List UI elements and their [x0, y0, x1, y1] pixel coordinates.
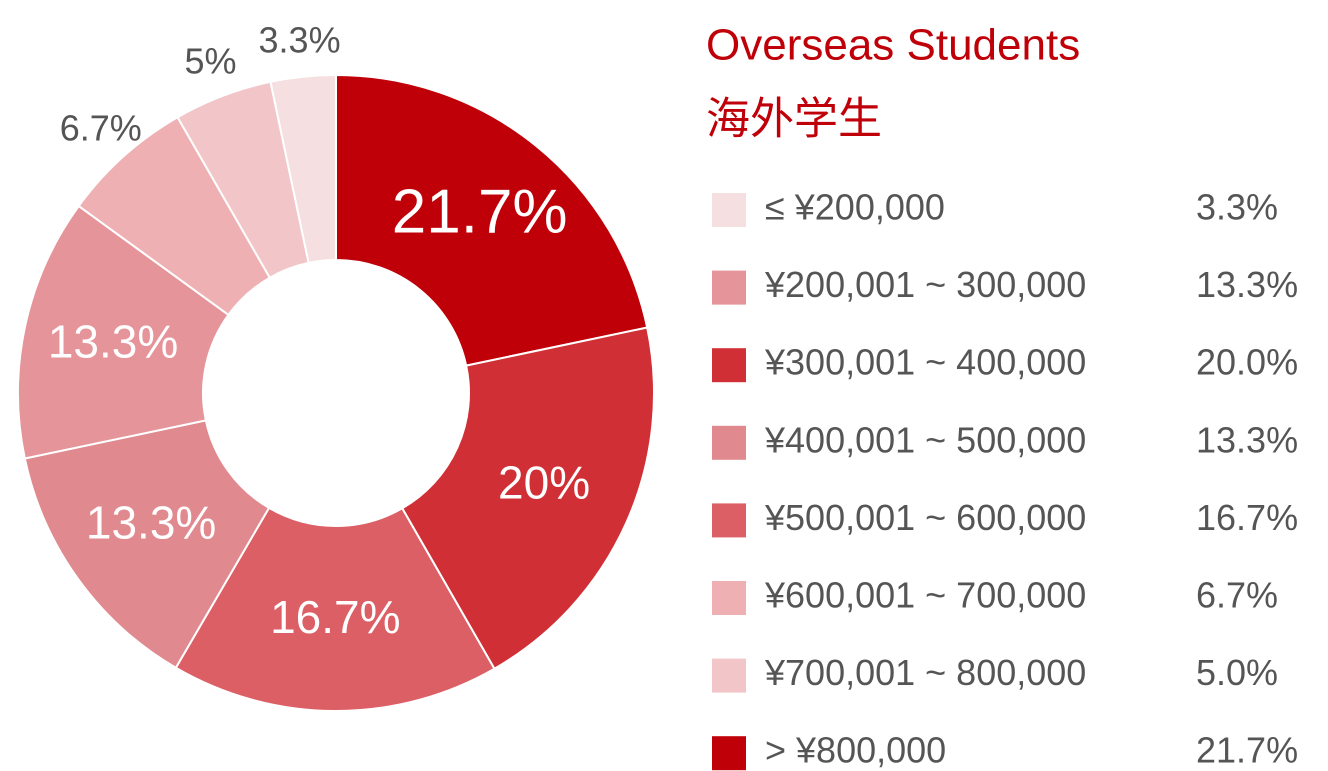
legend-swatch	[712, 270, 746, 305]
donut-slice	[23, 419, 271, 670]
legend-value: 20.0%	[1196, 342, 1298, 383]
legend-value: 13.3%	[1196, 419, 1298, 460]
donut-slice	[269, 73, 337, 265]
slice-label: 5%	[185, 41, 237, 82]
legend-swatch	[712, 658, 746, 693]
legend-swatch	[712, 736, 746, 771]
legend-label: ¥500,001 ~ 600,000	[764, 497, 1086, 538]
legend-label: ¥200,001 ~ 300,000	[764, 264, 1086, 305]
slice-label: 16.7%	[270, 591, 400, 643]
legend-label: ≤ ¥200,000	[765, 187, 945, 228]
legend-label: > ¥800,000	[765, 730, 946, 771]
donut-slice	[17, 204, 230, 460]
legend-value: 3.3%	[1196, 187, 1278, 228]
legend-swatch	[712, 425, 746, 460]
legend-swatch	[712, 193, 746, 227]
donut-slice	[400, 326, 655, 671]
slice-label: 13.3%	[86, 497, 216, 549]
chart-subtitle: 海外学生	[706, 95, 882, 144]
legend-label: ¥400,001 ~ 500,000	[764, 419, 1086, 460]
legend-swatch	[712, 503, 746, 538]
slice-label: 21.7%	[392, 177, 568, 246]
legend-swatch	[712, 348, 746, 383]
legend-value: 6.7%	[1196, 575, 1278, 616]
slice-label: 3.3%	[259, 19, 341, 60]
donut-slice	[335, 73, 649, 367]
legend-label: ¥300,001 ~ 400,000	[764, 342, 1086, 383]
slice-label: 6.7%	[60, 108, 142, 149]
legend-value: 21.7%	[1196, 730, 1298, 771]
slice-label: 20%	[498, 456, 590, 508]
legend-value: 5.0%	[1196, 652, 1278, 693]
legend-value: 16.7%	[1196, 497, 1298, 538]
donut-slice	[174, 506, 496, 712]
legend-label: ¥700,001 ~ 800,000	[764, 652, 1086, 693]
legend-swatch	[712, 581, 746, 615]
legend-value: 13.3%	[1196, 264, 1298, 305]
slice-label: 13.3%	[48, 316, 178, 368]
chart-title: Overseas Students	[706, 21, 1080, 70]
legend-label: ¥600,001 ~ 700,000	[764, 575, 1086, 616]
